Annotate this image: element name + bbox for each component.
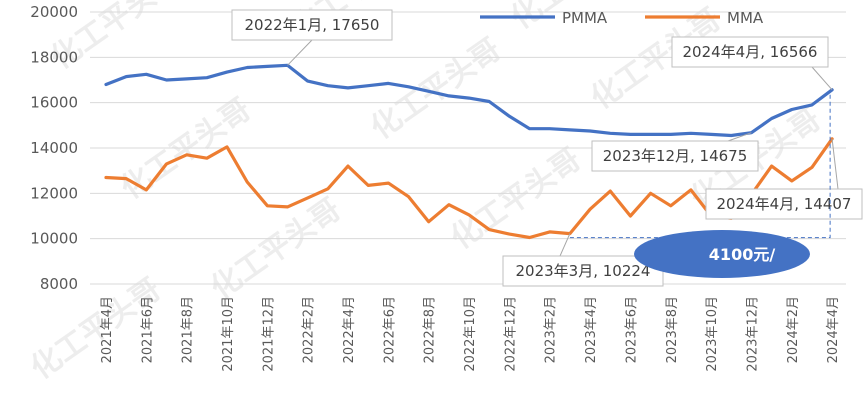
- x-tick-label: 2021年10月: [221, 296, 236, 372]
- y-tick-label: 18000: [30, 48, 78, 66]
- y-tick-label: 10000: [30, 230, 78, 248]
- legend-label: PMMA: [562, 9, 608, 27]
- annotation-label: 2023年3月, 10224: [516, 262, 651, 280]
- annotation-label: 2022年1月, 17650: [245, 16, 380, 34]
- annotation-box: [231, 9, 393, 41]
- x-tick-label: 2021年4月: [100, 296, 115, 363]
- annotation-leader: [811, 66, 833, 91]
- y-tick-label: 12000: [30, 184, 78, 202]
- x-tick-label: 2023年12月: [745, 296, 760, 372]
- watermark-text: 化工平头哥: [205, 192, 348, 307]
- x-tick-label: 2023年2月: [544, 296, 559, 363]
- x-tick-label: 2022年6月: [382, 296, 397, 363]
- x-tick-label: 2024年4月: [826, 296, 841, 363]
- x-tick-label: 2023年6月: [624, 296, 639, 363]
- x-tick-label: 2022年8月: [423, 296, 438, 363]
- x-tick-label: 2021年12月: [261, 296, 276, 372]
- y-axis: 8000 10000 12000 14000 16000 18000 20000: [30, 3, 78, 293]
- legend: PMMA MMA: [480, 9, 764, 27]
- annotation-box: [502, 255, 664, 287]
- annotation-label: 2023年12月, 14675: [603, 147, 748, 165]
- annotation-box: [671, 36, 829, 68]
- annotation-leader: [287, 39, 313, 66]
- x-tick-label: 2023年4月: [584, 296, 599, 363]
- x-tick-label: 2022年10月: [463, 296, 478, 372]
- y-tick-label: 20000: [30, 3, 78, 21]
- watermark-text: 化工平头哥: [445, 142, 588, 257]
- annotation-box: [591, 140, 759, 172]
- x-tick-label: 2022年12月: [503, 296, 518, 372]
- y-tick-label: 16000: [30, 94, 78, 112]
- x-tick-label: 2023年10月: [705, 296, 720, 372]
- x-tick-label: 2023年8月: [665, 296, 680, 363]
- watermark-text: 化工平头哥: [365, 32, 508, 147]
- annotation-leader: [727, 132, 752, 142]
- annotation-label: 2024年4月, 14407: [717, 195, 852, 213]
- annotations: 2022年1月, 17650 2024年4月, 16566 2023年12月, 14…: [231, 9, 863, 287]
- y-tick-label: 8000: [40, 275, 78, 293]
- series-line-pmma: [104, 63, 834, 138]
- x-tick-label: 2022年2月: [302, 296, 317, 363]
- gap-bracket-line: [569, 89, 831, 239]
- y-tick-label: 14000: [30, 139, 78, 157]
- annotation-label: 2024年4月, 16566: [683, 43, 818, 61]
- legend-label: MMA: [727, 9, 764, 27]
- price-gap-badge: [634, 230, 810, 278]
- watermark-text: 化工平头哥: [115, 92, 258, 207]
- price-gap-badge-label: 4100元/: [709, 245, 776, 264]
- x-tick-label: 2021年6月: [140, 296, 155, 363]
- annotation-leader: [559, 233, 571, 257]
- x-axis: 2021年4月 2021年6月 2021年8月 2021年10月 2021年12月 202…: [100, 296, 841, 372]
- annotation-leader: [831, 138, 839, 190]
- x-tick-label: 2021年8月: [181, 296, 196, 363]
- annotation-box: [705, 188, 863, 220]
- x-tick-label: 2024年2月: [786, 296, 801, 363]
- x-tick-label: 2022年4月: [342, 296, 357, 363]
- gridlines: [90, 11, 846, 285]
